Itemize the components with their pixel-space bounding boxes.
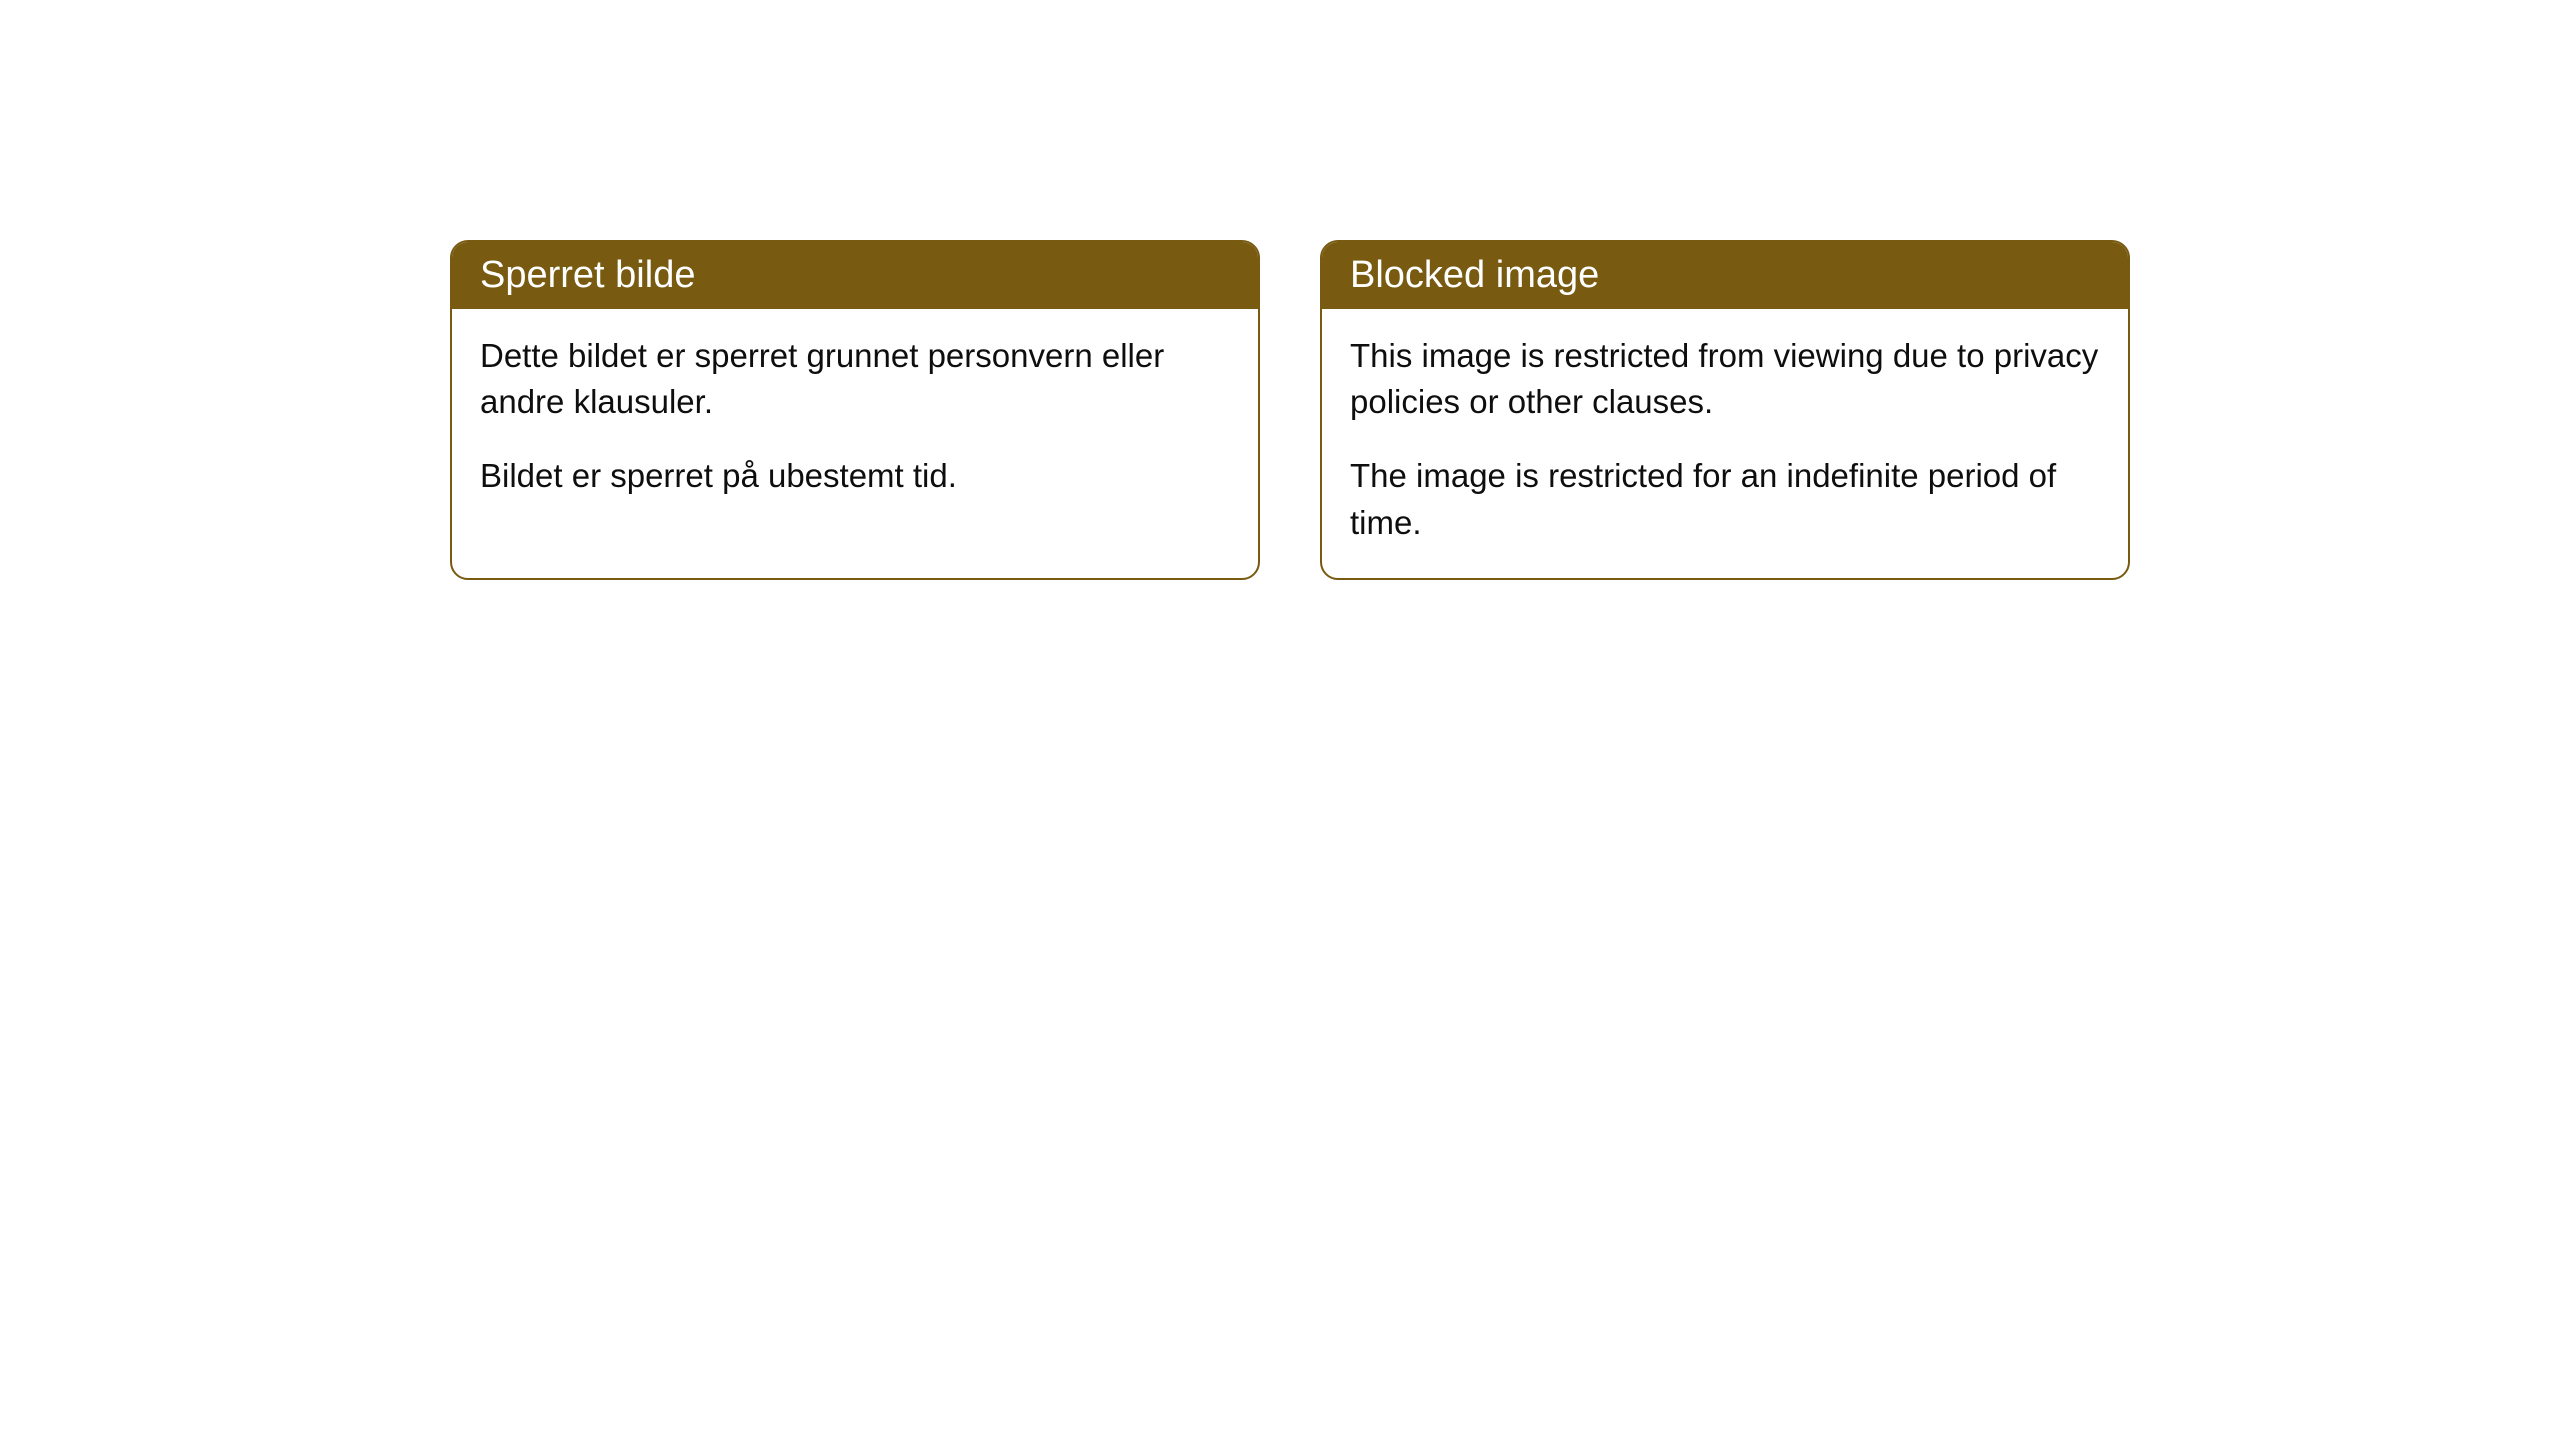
card-english: Blocked image This image is restricted f…: [1320, 240, 2130, 580]
card-paragraph-2-norwegian: Bildet er sperret på ubestemt tid.: [480, 453, 1230, 499]
card-norwegian: Sperret bilde Dette bildet er sperret gr…: [450, 240, 1260, 580]
card-header-norwegian: Sperret bilde: [452, 242, 1258, 309]
card-title-english: Blocked image: [1350, 254, 1599, 296]
card-title-norwegian: Sperret bilde: [480, 254, 695, 296]
card-paragraph-1-norwegian: Dette bildet er sperret grunnet personve…: [480, 333, 1230, 425]
card-body-norwegian: Dette bildet er sperret grunnet personve…: [452, 309, 1258, 532]
card-body-english: This image is restricted from viewing du…: [1322, 309, 2128, 578]
card-paragraph-1-english: This image is restricted from viewing du…: [1350, 333, 2100, 425]
card-header-english: Blocked image: [1322, 242, 2128, 309]
card-paragraph-2-english: The image is restricted for an indefinit…: [1350, 453, 2100, 545]
cards-container: Sperret bilde Dette bildet er sperret gr…: [450, 240, 2130, 580]
